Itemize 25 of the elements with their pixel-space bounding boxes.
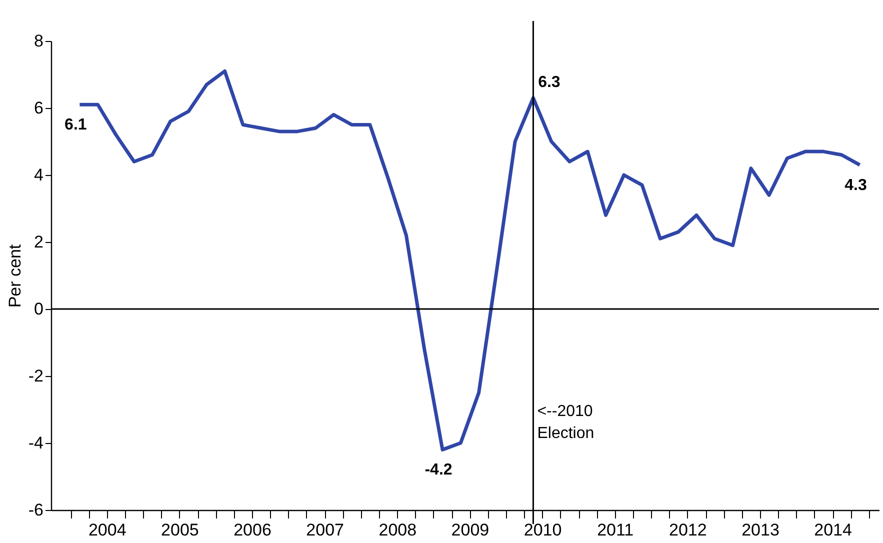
y-tick-label: 6 [34, 98, 44, 118]
x-tick-label: 2013 [742, 520, 780, 540]
x-tick-label: 2014 [814, 520, 852, 540]
y-tick-label: -6 [28, 500, 44, 520]
x-tick-label: 2004 [88, 520, 126, 540]
x-tick-label: 2009 [451, 520, 490, 540]
y-axis-title: Per cent [5, 244, 24, 308]
x-tick-label: 2007 [306, 520, 344, 540]
y-tick-label: 4 [34, 166, 44, 184]
x-tick-label: 2011 [597, 520, 634, 540]
data-label: -4.2 [424, 462, 452, 479]
data-label: 4.3 [844, 176, 867, 194]
y-tick-label: -2 [28, 366, 44, 386]
x-tick-label: 2012 [669, 520, 707, 540]
y-tick-label: 0 [34, 300, 44, 318]
y-tick-label: -4 [28, 434, 44, 452]
x-tick-label: 2006 [234, 520, 272, 540]
y-tick-label: 2 [34, 232, 44, 252]
data-label: 6.1 [64, 116, 87, 134]
y-tick-label: 8 [34, 32, 44, 50]
x-tick-label: 2010 [524, 520, 562, 540]
x-tick-label: 2005 [161, 520, 199, 540]
data-label: 6.3 [538, 74, 560, 91]
x-tick-label: 2008 [378, 520, 417, 540]
ref-line-label: <--2010 Election [537, 403, 594, 442]
